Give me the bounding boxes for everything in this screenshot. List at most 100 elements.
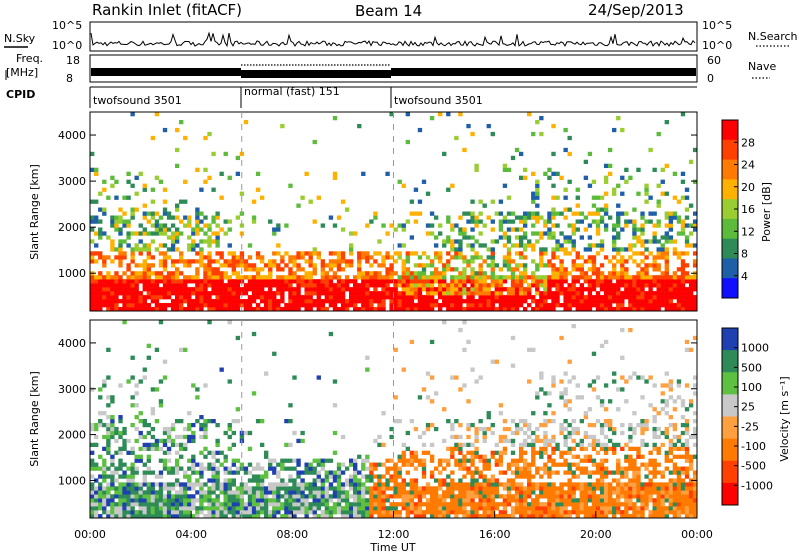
velocity-cell <box>348 510 354 515</box>
power-cell <box>680 219 686 224</box>
velocity-cell <box>595 470 601 475</box>
power-cell <box>401 227 406 232</box>
velocity-cell <box>656 506 661 511</box>
velocity-cell <box>531 458 536 463</box>
velocity-cell <box>579 490 584 495</box>
velocity-cell <box>680 470 686 475</box>
power-cell <box>429 287 435 292</box>
power-cell <box>599 275 605 280</box>
power-cell <box>409 303 415 308</box>
power-cell <box>591 263 597 268</box>
velocity-cell <box>316 498 321 503</box>
velocity-cell <box>272 498 277 503</box>
velocity-cell <box>223 430 228 436</box>
power-cell <box>268 299 273 304</box>
velocity-cell <box>272 482 277 487</box>
power-cell <box>514 235 520 240</box>
velocity-cell <box>680 482 686 487</box>
velocity-cell <box>106 426 111 432</box>
velocity-cell <box>405 470 410 475</box>
velocity-cell <box>255 494 261 499</box>
power-cell <box>98 295 103 300</box>
power-cell <box>575 279 580 284</box>
power-cell <box>466 287 471 292</box>
power-cell <box>474 167 479 172</box>
velocity-cell <box>102 422 107 428</box>
power-cell <box>551 303 556 308</box>
velocity-cell <box>632 506 637 511</box>
velocity-cell <box>587 383 593 388</box>
velocity-cell <box>429 458 435 463</box>
velocity-cell <box>543 438 548 444</box>
power-cell <box>446 267 451 272</box>
power-cell <box>389 295 394 300</box>
velocity-cell <box>684 426 690 432</box>
power-cell <box>118 275 123 280</box>
velocity-cell <box>429 442 435 448</box>
velocity-cell <box>535 494 540 499</box>
power-cell <box>648 307 653 312</box>
velocity-cell <box>498 403 504 408</box>
power-cell <box>268 287 273 292</box>
power-cell <box>591 211 597 216</box>
velocity-cell <box>174 462 180 467</box>
power-cell <box>688 299 694 304</box>
power-cell <box>300 251 305 256</box>
power-cell <box>292 255 297 260</box>
velocity-cell <box>300 498 305 503</box>
velocity-cell <box>90 458 95 463</box>
power-cell <box>514 307 520 312</box>
power-cell <box>340 291 346 296</box>
power-cell <box>276 303 281 308</box>
power-cell <box>425 283 431 288</box>
velocity-cell <box>122 490 127 495</box>
power-cell <box>365 299 370 304</box>
power-cell <box>118 219 123 224</box>
power-cell <box>429 307 435 312</box>
power-cell <box>264 299 269 304</box>
velocity-cell <box>612 506 617 511</box>
velocity-cell <box>223 466 228 471</box>
velocity-cell <box>450 482 455 487</box>
velocity-cell <box>385 458 390 463</box>
velocity-cell <box>462 474 467 479</box>
power-cell <box>174 279 180 284</box>
velocity-cell <box>438 462 443 467</box>
power-cell <box>664 211 669 216</box>
velocity-cell <box>247 514 253 519</box>
power-cell <box>284 263 289 268</box>
velocity-cell <box>276 470 281 475</box>
velocity-cell <box>563 506 568 511</box>
velocity-cell <box>656 411 661 416</box>
power-cell <box>603 255 609 260</box>
power-cell <box>660 303 665 308</box>
power-cell <box>555 299 560 304</box>
power-cell <box>664 275 669 280</box>
power-cell <box>660 191 665 196</box>
power-cell <box>567 291 572 296</box>
power-cell <box>486 275 491 280</box>
velocity-cell <box>603 490 609 495</box>
velocity-cell <box>688 494 694 499</box>
velocity-cell <box>268 502 273 507</box>
power-colorbar-swatch <box>722 159 738 180</box>
power-cell <box>486 123 491 129</box>
velocity-cell <box>450 422 455 428</box>
power-cell <box>454 279 459 284</box>
velocity-cell <box>664 383 669 388</box>
velocity-cell <box>118 514 123 519</box>
velocity-cell <box>652 434 657 440</box>
velocity-cell <box>215 506 220 511</box>
power-cell <box>668 303 674 308</box>
velocity-cell <box>259 498 265 503</box>
velocity-cell <box>603 434 609 440</box>
power-cell <box>425 191 431 196</box>
velocity-cell <box>211 514 216 519</box>
velocity-cell <box>531 510 536 515</box>
velocity-cell <box>207 510 212 515</box>
power-cell <box>616 115 621 121</box>
velocity-cell <box>122 320 127 325</box>
velocity-cell <box>559 490 564 495</box>
velocity-cell <box>393 466 398 471</box>
power-cell <box>522 219 528 224</box>
